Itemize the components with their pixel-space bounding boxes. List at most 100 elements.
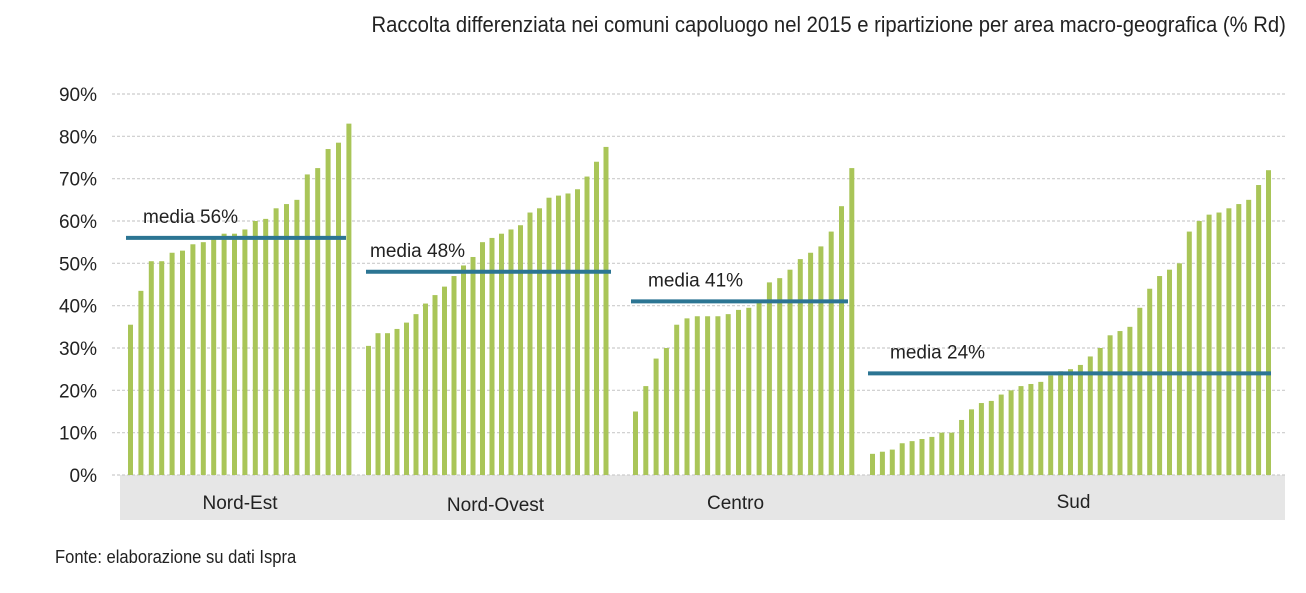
bar: [221, 233, 227, 475]
bar: [489, 237, 495, 475]
mean-label: media 56%: [143, 207, 238, 228]
bar: [705, 316, 711, 475]
bar: [828, 231, 834, 475]
bar: [565, 193, 571, 475]
y-tick-label: 10%: [59, 424, 97, 445]
bar: [148, 261, 154, 475]
bar: [294, 199, 300, 476]
bar: [777, 278, 783, 475]
bar: [653, 358, 659, 475]
y-tick-label: 80%: [59, 127, 97, 148]
bar: [432, 295, 438, 475]
bar: [674, 324, 680, 475]
bar: [988, 400, 994, 475]
y-tick-label: 50%: [59, 254, 97, 275]
mean-label: media 41%: [648, 270, 743, 291]
mean-lines: media 56% media 48% media 41% media 24%: [126, 207, 1271, 376]
bar: [375, 333, 381, 475]
group-band: [625, 475, 862, 520]
bar: [537, 208, 542, 476]
bar: [1236, 204, 1242, 476]
bar: [1246, 199, 1252, 476]
bar: [818, 246, 824, 475]
bar: [499, 233, 504, 475]
group-labels: Nord-Est Nord-Ovest Centro Sud: [203, 492, 1091, 516]
bar: [797, 259, 803, 475]
bar: [1028, 383, 1034, 475]
bar: [978, 403, 984, 475]
bar: [899, 443, 905, 475]
group-band: [862, 475, 1285, 520]
y-tick-label: 90%: [59, 85, 97, 106]
bar: [1186, 231, 1192, 475]
bar: [736, 309, 741, 475]
bar: [1196, 221, 1202, 475]
bar: [756, 301, 762, 475]
bar: [546, 197, 552, 475]
bar: [969, 409, 974, 475]
bar: [1137, 307, 1143, 475]
bar: [575, 189, 580, 475]
bar: [423, 303, 428, 475]
bar: [315, 168, 321, 476]
bar: [929, 436, 935, 475]
bar: [304, 174, 310, 475]
bar: [1097, 348, 1103, 475]
bar: [480, 242, 485, 475]
group-label: Centro: [707, 493, 764, 514]
bar: [694, 316, 700, 475]
bar: [870, 453, 875, 475]
bar: [1048, 375, 1054, 475]
bar: [1206, 214, 1212, 475]
bar: [787, 269, 793, 475]
bar: [889, 449, 895, 475]
y-tick-label: 0%: [70, 466, 98, 487]
bar: [643, 386, 649, 475]
bar: [325, 149, 331, 476]
bar: [518, 225, 523, 475]
bar: [663, 348, 669, 475]
bar: [584, 176, 590, 476]
bar: [1127, 326, 1133, 475]
bar-chart: 0%10%20%30%40%50%60%70%80%90% media 56%m…: [59, 85, 1285, 520]
group-band: [120, 475, 360, 520]
bar: [949, 432, 955, 475]
bar: [603, 146, 609, 475]
bar: [1256, 185, 1262, 475]
bar: [1226, 208, 1232, 476]
bar: [1147, 288, 1153, 475]
bar: [169, 252, 175, 475]
bar: [594, 161, 599, 475]
mean-label: media 24%: [890, 342, 985, 363]
bar: [1266, 170, 1271, 475]
bar: [1117, 331, 1123, 475]
bar: [346, 123, 352, 475]
bar: [394, 328, 400, 475]
bar: [939, 432, 945, 475]
bar: [1008, 390, 1014, 475]
bar: [273, 208, 279, 476]
bar: [556, 195, 561, 475]
bar: [413, 314, 419, 475]
bar: [1068, 369, 1073, 475]
bar: [808, 252, 814, 475]
y-tick-label: 20%: [59, 381, 97, 402]
bar: [159, 261, 165, 475]
bar: [128, 324, 133, 475]
bar: [1216, 212, 1222, 476]
bar: [879, 451, 885, 475]
bar: [1107, 335, 1113, 475]
group-bands: [120, 475, 1285, 520]
bar: [919, 439, 925, 475]
bar: [746, 307, 752, 475]
bar: [200, 242, 206, 475]
bar: [385, 333, 390, 475]
bar: [242, 229, 248, 475]
bar: [1018, 386, 1024, 475]
y-tick-label: 40%: [59, 297, 97, 318]
bar: [1087, 356, 1093, 475]
bar: [211, 237, 217, 475]
chart-title: Raccolta differenziata nei comuni capolu…: [371, 12, 1286, 37]
y-tick-label: 30%: [59, 339, 97, 360]
bar: [725, 314, 731, 475]
